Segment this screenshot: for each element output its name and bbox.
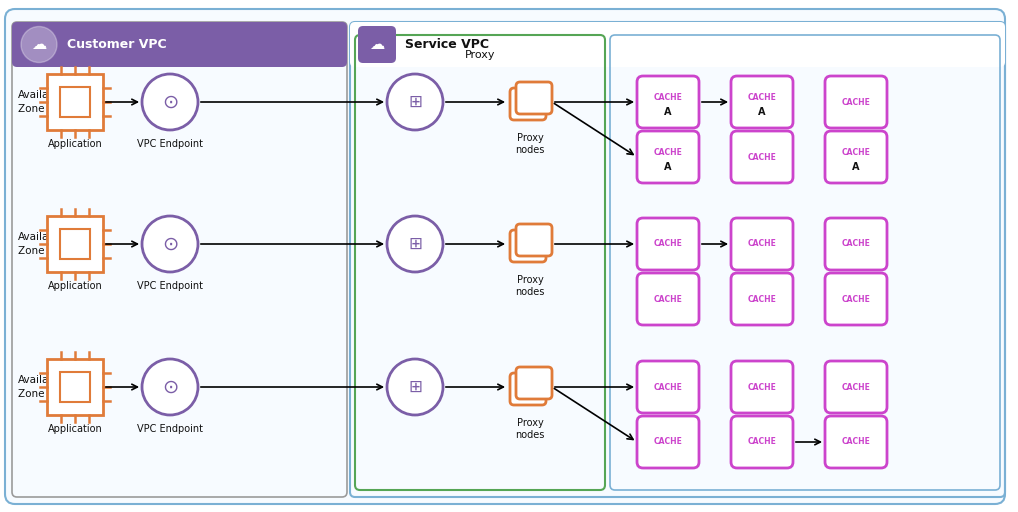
FancyBboxPatch shape: [516, 367, 552, 399]
FancyBboxPatch shape: [825, 131, 887, 183]
FancyBboxPatch shape: [60, 228, 91, 260]
Text: CACHE: CACHE: [842, 294, 870, 304]
Text: Availability
Zone 3: Availability Zone 3: [18, 375, 75, 399]
Text: CACHE: CACHE: [747, 240, 777, 248]
FancyBboxPatch shape: [731, 416, 793, 468]
Text: ☁: ☁: [370, 37, 385, 52]
Circle shape: [142, 216, 197, 272]
Text: Availability
Zone 2: Availability Zone 2: [18, 232, 75, 255]
Text: CACHE: CACHE: [654, 294, 682, 304]
FancyBboxPatch shape: [12, 22, 347, 67]
Text: CACHE: CACHE: [654, 240, 682, 248]
FancyBboxPatch shape: [825, 76, 887, 128]
FancyBboxPatch shape: [47, 74, 103, 130]
FancyBboxPatch shape: [5, 9, 1005, 504]
Text: VPC Endpoint: VPC Endpoint: [137, 139, 203, 149]
FancyBboxPatch shape: [825, 416, 887, 468]
FancyBboxPatch shape: [731, 131, 793, 183]
Text: CACHE: CACHE: [842, 97, 870, 106]
FancyBboxPatch shape: [731, 361, 793, 413]
Text: CACHE: CACHE: [842, 240, 870, 248]
FancyBboxPatch shape: [731, 218, 793, 270]
Text: CACHE: CACHE: [747, 382, 777, 392]
Text: ⊞: ⊞: [408, 378, 421, 396]
FancyBboxPatch shape: [825, 218, 887, 270]
Text: A: A: [665, 162, 672, 172]
Text: CACHE: CACHE: [842, 437, 870, 446]
Text: ⊙: ⊙: [162, 234, 178, 253]
FancyBboxPatch shape: [358, 26, 396, 63]
Text: CACHE: CACHE: [747, 153, 777, 161]
Text: Service VPC: Service VPC: [405, 38, 489, 51]
Text: Application: Application: [48, 424, 103, 434]
Text: CACHE: CACHE: [747, 294, 777, 304]
FancyBboxPatch shape: [637, 218, 699, 270]
Text: CACHE: CACHE: [654, 437, 682, 446]
Text: Proxy: Proxy: [465, 50, 495, 60]
FancyBboxPatch shape: [637, 273, 699, 325]
Text: CACHE: CACHE: [842, 382, 870, 392]
Text: A: A: [758, 107, 766, 117]
FancyBboxPatch shape: [510, 88, 546, 120]
Text: ⊞: ⊞: [408, 235, 421, 253]
Text: A: A: [665, 107, 672, 117]
Text: ⊞: ⊞: [408, 93, 421, 111]
Text: VPC Endpoint: VPC Endpoint: [137, 281, 203, 291]
FancyBboxPatch shape: [731, 273, 793, 325]
Text: CACHE: CACHE: [842, 147, 870, 157]
FancyBboxPatch shape: [516, 224, 552, 256]
FancyBboxPatch shape: [47, 216, 103, 272]
FancyBboxPatch shape: [637, 416, 699, 468]
Circle shape: [142, 359, 197, 415]
Circle shape: [21, 27, 57, 62]
FancyBboxPatch shape: [637, 361, 699, 413]
FancyBboxPatch shape: [516, 82, 552, 114]
Text: Availability
Zone 1: Availability Zone 1: [18, 91, 75, 114]
Text: Application: Application: [48, 139, 103, 149]
FancyBboxPatch shape: [47, 359, 103, 415]
FancyBboxPatch shape: [731, 76, 793, 128]
FancyBboxPatch shape: [60, 372, 91, 402]
Text: CACHE: CACHE: [747, 93, 777, 101]
Text: ⊙: ⊙: [162, 377, 178, 396]
Text: ☁: ☁: [32, 37, 47, 52]
FancyBboxPatch shape: [60, 87, 91, 117]
Text: ⊙: ⊙: [162, 93, 178, 112]
Text: Customer VPC: Customer VPC: [67, 38, 167, 51]
Text: CACHE: CACHE: [654, 147, 682, 157]
Text: Proxy
nodes: Proxy nodes: [515, 133, 545, 155]
FancyBboxPatch shape: [510, 230, 546, 262]
Text: A: A: [852, 162, 860, 172]
FancyBboxPatch shape: [510, 373, 546, 405]
Text: Application: Application: [48, 281, 103, 291]
Text: VPC Endpoint: VPC Endpoint: [137, 424, 203, 434]
FancyBboxPatch shape: [637, 76, 699, 128]
Circle shape: [387, 216, 443, 272]
Text: Proxy
nodes: Proxy nodes: [515, 275, 545, 297]
FancyBboxPatch shape: [825, 273, 887, 325]
FancyBboxPatch shape: [825, 361, 887, 413]
FancyBboxPatch shape: [637, 131, 699, 183]
Text: CACHE: CACHE: [654, 93, 682, 101]
Circle shape: [142, 74, 197, 130]
Circle shape: [387, 74, 443, 130]
FancyBboxPatch shape: [350, 22, 1005, 67]
Circle shape: [387, 359, 443, 415]
Text: CACHE: CACHE: [747, 437, 777, 446]
Text: CACHE: CACHE: [654, 382, 682, 392]
Text: Proxy
nodes: Proxy nodes: [515, 418, 545, 440]
